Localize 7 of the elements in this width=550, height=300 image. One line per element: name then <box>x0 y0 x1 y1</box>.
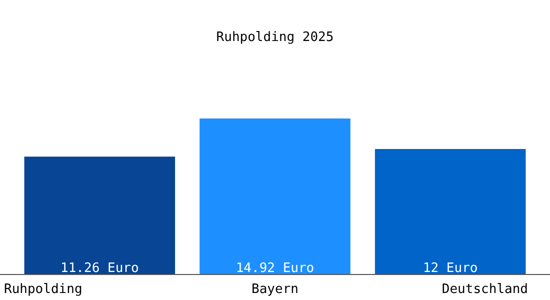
x-tick-label: Ruhpolding <box>4 282 82 297</box>
chart-title: Ruhpolding 2025 <box>216 30 334 46</box>
data-label: 14.92 Euro <box>236 261 314 276</box>
data-label: 12 Euro <box>422 261 478 276</box>
data-label: 11.26 Euro <box>60 261 139 276</box>
x-tick-label: Deutschland <box>442 282 528 297</box>
x-tick-label: Bayern <box>252 282 298 297</box>
